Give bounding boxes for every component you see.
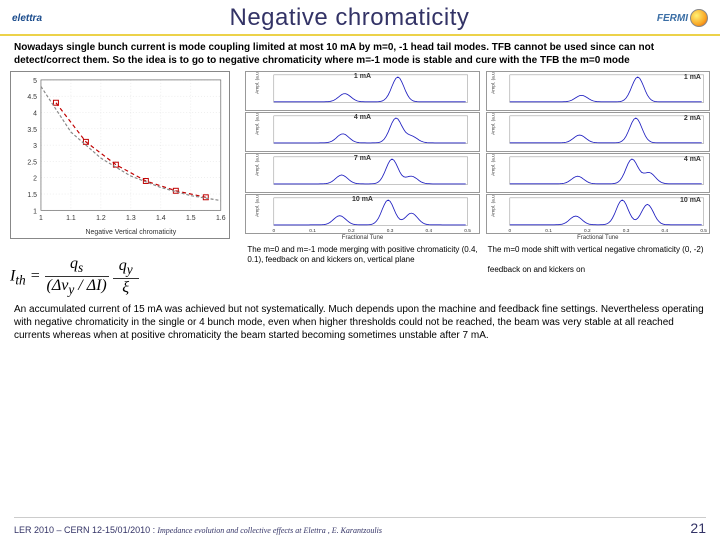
svg-text:0.5: 0.5 <box>465 228 472 233</box>
svg-text:0.2: 0.2 <box>348 228 355 233</box>
chart-current-label: 4 mA <box>684 156 701 163</box>
svg-text:2: 2 <box>33 176 37 183</box>
spectrum-chart: Ampl. (a.u.) 4 mA <box>486 153 710 193</box>
spectrum-chart: 0 0.1 0.2 0.3 0.4 0.5 Ampl. (a.u.) 10 mA <box>486 194 710 234</box>
svg-text:1.3: 1.3 <box>126 215 136 222</box>
svg-text:3: 3 <box>33 143 37 150</box>
elettra-logo: elettra <box>12 13 42 24</box>
chart-current-label: 7 mA <box>354 155 371 162</box>
fermi-logo: FERMI <box>657 9 708 27</box>
svg-text:3.5: 3.5 <box>27 127 37 134</box>
fermi-logo-text: FERMI <box>657 13 688 24</box>
slide-header: elettra Negative chromaticity FERMI <box>0 0 720 36</box>
left-column: 1 1.1 1.2 1.3 1.4 1.5 1.6 1 1.5 2 2.5 3 3.5 4 4.5 5 Nega… <box>10 71 239 298</box>
spectrum-chart: Ampl. (a.u.) 1 mA <box>486 71 710 111</box>
svg-text:Negative Vertical chromaticity: Negative Vertical chromaticity <box>86 229 177 236</box>
content-row: 1 1.1 1.2 1.3 1.4 1.5 1.6 1 1.5 2 2.5 3 3.5 4 4.5 5 Nega… <box>0 71 720 298</box>
chart-current-label: 1 mA <box>684 74 701 81</box>
svg-text:Ampl. (a.u.): Ampl. (a.u.) <box>490 195 496 217</box>
svg-text:1: 1 <box>39 215 43 222</box>
footer-conference: LER 2010 – CERN 12-15/01/2010 : <box>14 525 155 535</box>
svg-text:5: 5 <box>33 78 37 85</box>
chart-current-label: 10 mA <box>680 197 701 204</box>
mid-caption: The m=0 and m=-1 mode merging with posit… <box>245 241 479 265</box>
spectrum-chart: Ampl. (a.u.) 1 mA <box>245 71 479 111</box>
svg-text:Ampl. (a.u.): Ampl. (a.u.) <box>255 195 261 217</box>
svg-text:0.4: 0.4 <box>661 228 668 233</box>
svg-text:0.1: 0.1 <box>545 228 552 233</box>
svg-text:0: 0 <box>273 228 276 233</box>
chart-current-label: 4 mA <box>354 114 371 121</box>
svg-text:Ampl. (a.u.): Ampl. (a.u.) <box>490 154 496 176</box>
svg-text:0.4: 0.4 <box>426 228 433 233</box>
intro-bold: Nowadays single bunch current is mode co… <box>14 42 654 66</box>
svg-text:2.5: 2.5 <box>27 159 37 166</box>
svg-text:Ampl. (a.u.): Ampl. (a.u.) <box>255 113 261 135</box>
svg-text:1.5: 1.5 <box>27 192 37 199</box>
svg-text:Ampl. (a.u.): Ampl. (a.u.) <box>490 113 496 135</box>
svg-text:Ampl. (a.u.): Ampl. (a.u.) <box>255 72 261 94</box>
fermi-logo-icon <box>690 9 708 27</box>
svg-text:Ampl. (a.u.): Ampl. (a.u.) <box>255 154 261 176</box>
chart-current-label: 10 mA <box>352 196 373 203</box>
svg-text:1.5: 1.5 <box>186 215 196 222</box>
svg-text:0.5: 0.5 <box>700 228 707 233</box>
svg-text:0.3: 0.3 <box>622 228 629 233</box>
svg-text:4.5: 4.5 <box>27 94 37 101</box>
footer-text: LER 2010 – CERN 12-15/01/2010 : Impedanc… <box>14 525 382 535</box>
spectrum-chart: Ampl. (a.u.) 2 mA <box>486 112 710 152</box>
svg-text:0.2: 0.2 <box>584 228 591 233</box>
svg-text:Ampl. (a.u.): Ampl. (a.u.) <box>490 72 496 94</box>
spectrum-chart: Ampl. (a.u.) 4 mA <box>245 112 479 152</box>
page-number: 21 <box>690 520 706 536</box>
right-column: Ampl. (a.u.)1 mAAmpl. (a.u.)2 mAAmpl. (a… <box>486 71 710 298</box>
svg-text:1.1: 1.1 <box>66 215 76 222</box>
spectrum-chart: 0 0.1 0.2 0.3 0.4 0.5 Ampl. (a.u.) 10 mA <box>245 194 479 234</box>
svg-text:1.4: 1.4 <box>156 215 166 222</box>
svg-text:1.6: 1.6 <box>216 215 226 222</box>
mid-column: Ampl. (a.u.)1 mAAmpl. (a.u.)4 mAAmpl. (a… <box>245 71 479 298</box>
svg-text:0.3: 0.3 <box>387 228 394 233</box>
svg-text:1: 1 <box>33 208 37 215</box>
spectrum-chart: Ampl. (a.u.) 7 mA <box>245 153 479 193</box>
chart-current-label: 2 mA <box>684 115 701 122</box>
svg-text:0.1: 0.1 <box>310 228 317 233</box>
chart-current-label: 1 mA <box>354 73 371 80</box>
right-caption: The m=0 mode shift with vertical negativ… <box>486 241 710 275</box>
threshold-formula: Ith = qs (Δνy / ΔI) qy ξ <box>10 255 239 298</box>
chromaticity-chart: 1 1.1 1.2 1.3 1.4 1.5 1.6 1 1.5 2 2.5 3 3.5 4 4.5 5 Nega… <box>10 71 230 239</box>
footer-subtitle: Impedance evolution and collective effec… <box>157 526 382 535</box>
intro-paragraph: Nowadays single bunch current is mode co… <box>0 36 720 71</box>
svg-text:0: 0 <box>508 228 511 233</box>
conclusion-paragraph: An accumulated current of 15 mA was achi… <box>0 298 720 344</box>
svg-text:1.2: 1.2 <box>96 215 106 222</box>
svg-text:4: 4 <box>33 110 37 117</box>
slide-title: Negative chromaticity <box>229 4 469 32</box>
slide-footer: LER 2010 – CERN 12-15/01/2010 : Impedanc… <box>14 517 706 536</box>
